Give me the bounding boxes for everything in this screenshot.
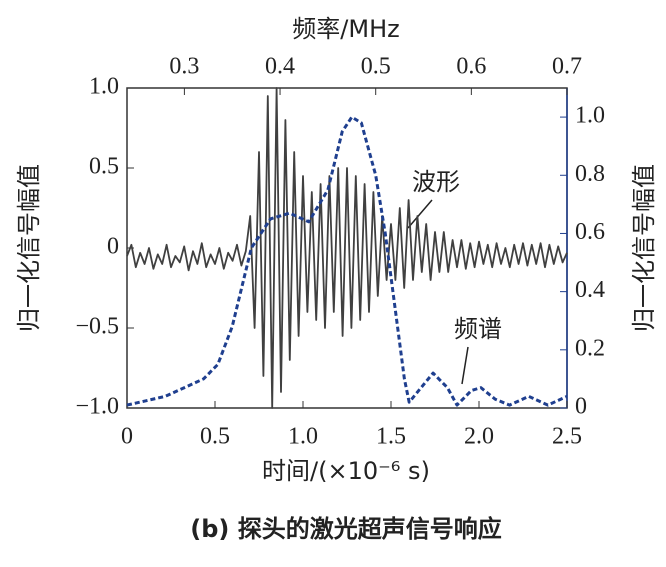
y2-tick-label: 0.4	[575, 277, 605, 303]
x2-tick-label: 0.7	[552, 54, 582, 80]
x-tick-label: 1.0	[288, 424, 318, 450]
y2-tick-label: 0.8	[575, 161, 605, 187]
y-tick-label: 0	[107, 234, 119, 260]
x-axis-title: 时间/(×10⁻⁶ s)	[262, 457, 430, 485]
y-axis-title: 归一化信号幅值	[15, 164, 43, 332]
caption: (b) 探头的激光超声信号响应	[190, 515, 501, 543]
y-tick-label: −0.5	[75, 314, 119, 340]
y2-tick-label: 0	[575, 394, 587, 420]
x-tick-label: 2.0	[464, 424, 494, 450]
series-line	[126, 115, 568, 407]
x2-tick-label: 0.4	[265, 54, 295, 80]
plot-frame	[126, 87, 568, 409]
series-line	[126, 87, 568, 409]
annotation-pointer	[407, 199, 433, 229]
x-tick-label: 0.5	[200, 424, 230, 450]
x-tick-label: 2.5	[552, 424, 582, 450]
x-tick-label: 1.5	[376, 424, 406, 450]
y-tick-label: 0.5	[89, 154, 119, 180]
annotation: 波形	[412, 168, 460, 196]
top-axis-title: 频率/MHz	[292, 15, 399, 43]
x2-tick-label: 0.3	[169, 54, 199, 80]
y-tick-label: 1.0	[89, 74, 119, 100]
y2-tick-label: 1.0	[575, 103, 605, 129]
annotation: 频谱	[454, 315, 502, 343]
y2-axis-title: 归一化信号幅值	[630, 164, 658, 332]
y2-tick-label: 0.6	[575, 219, 605, 245]
y-tick-label: −1.0	[75, 394, 119, 420]
x2-tick-label: 0.5	[361, 54, 391, 80]
x-tick-label: 0	[121, 424, 133, 450]
annotation-pointer	[461, 346, 469, 385]
x2-tick-label: 0.6	[456, 54, 486, 80]
y2-tick-label: 0.2	[575, 335, 605, 361]
